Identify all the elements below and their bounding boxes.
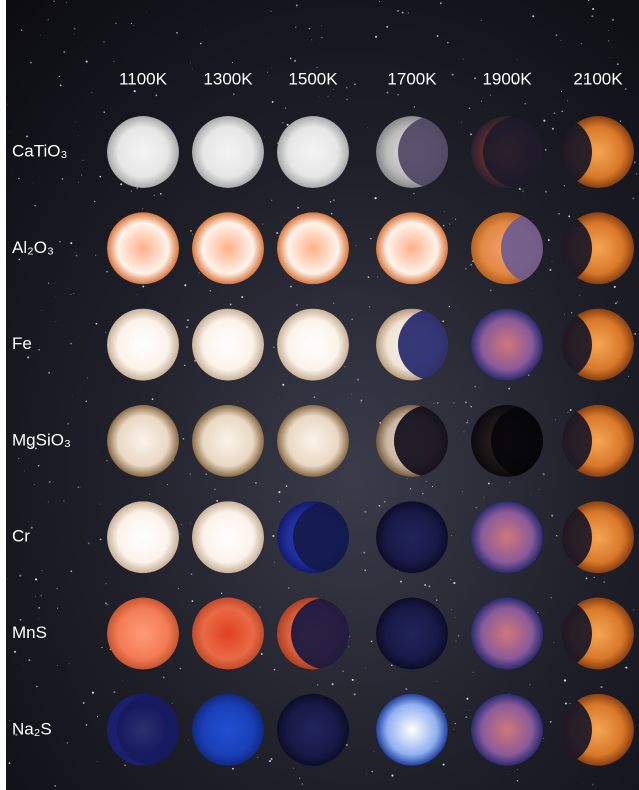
- planet: [107, 212, 179, 285]
- planet: [471, 501, 543, 574]
- planet: [376, 597, 448, 670]
- planet: [107, 693, 179, 766]
- planet: [562, 212, 634, 285]
- planet: [277, 116, 349, 188]
- planet: [277, 308, 349, 381]
- planet: [471, 404, 543, 477]
- row-label: Al₂O₃: [12, 238, 54, 257]
- planet: [277, 404, 349, 477]
- planet: [376, 501, 448, 574]
- planet: [107, 308, 179, 381]
- row-label: MnS: [12, 623, 47, 642]
- planet: [562, 308, 634, 381]
- planet: [376, 212, 448, 285]
- planet: [107, 404, 179, 477]
- planet: [562, 501, 634, 574]
- planet: [376, 693, 448, 766]
- row-label: MgSiO₃: [12, 430, 71, 449]
- planet: [277, 212, 349, 285]
- planet: [107, 597, 179, 670]
- planet: [471, 693, 543, 766]
- column-header: 1700K: [387, 69, 437, 88]
- planet: [277, 693, 349, 766]
- planet: [471, 308, 543, 381]
- planet: [562, 597, 634, 670]
- row-label: Fe: [12, 334, 32, 353]
- column-header: 1500K: [288, 69, 338, 88]
- column-header: 1900K: [482, 69, 532, 88]
- planet: [192, 404, 264, 477]
- planet: [471, 116, 543, 188]
- column-header: 1300K: [203, 69, 253, 88]
- planet: [192, 597, 264, 670]
- row-label: Na₂S: [12, 719, 52, 738]
- planet: [192, 693, 264, 766]
- planet: [192, 116, 264, 188]
- planet: [376, 116, 448, 188]
- row-label: CaTiO₃: [12, 141, 67, 160]
- planet: [376, 308, 448, 381]
- planet: [107, 501, 179, 574]
- planet: [562, 404, 634, 477]
- planet: [562, 693, 634, 766]
- planet: [192, 308, 264, 381]
- row-label: Cr: [12, 527, 30, 546]
- column-header: 1100K: [119, 69, 168, 88]
- planet-grid: 1100K 1300K 1500K 1700K 1900K 2100K CaTiO₃ Al₂O…: [12, 69, 634, 766]
- planet: [192, 501, 264, 574]
- planet: [471, 212, 543, 285]
- planet: [562, 116, 634, 188]
- planet: [376, 404, 448, 477]
- planet: [192, 212, 264, 285]
- planet: [107, 116, 179, 188]
- planet: [471, 597, 543, 670]
- column-header: 2100K: [573, 69, 623, 88]
